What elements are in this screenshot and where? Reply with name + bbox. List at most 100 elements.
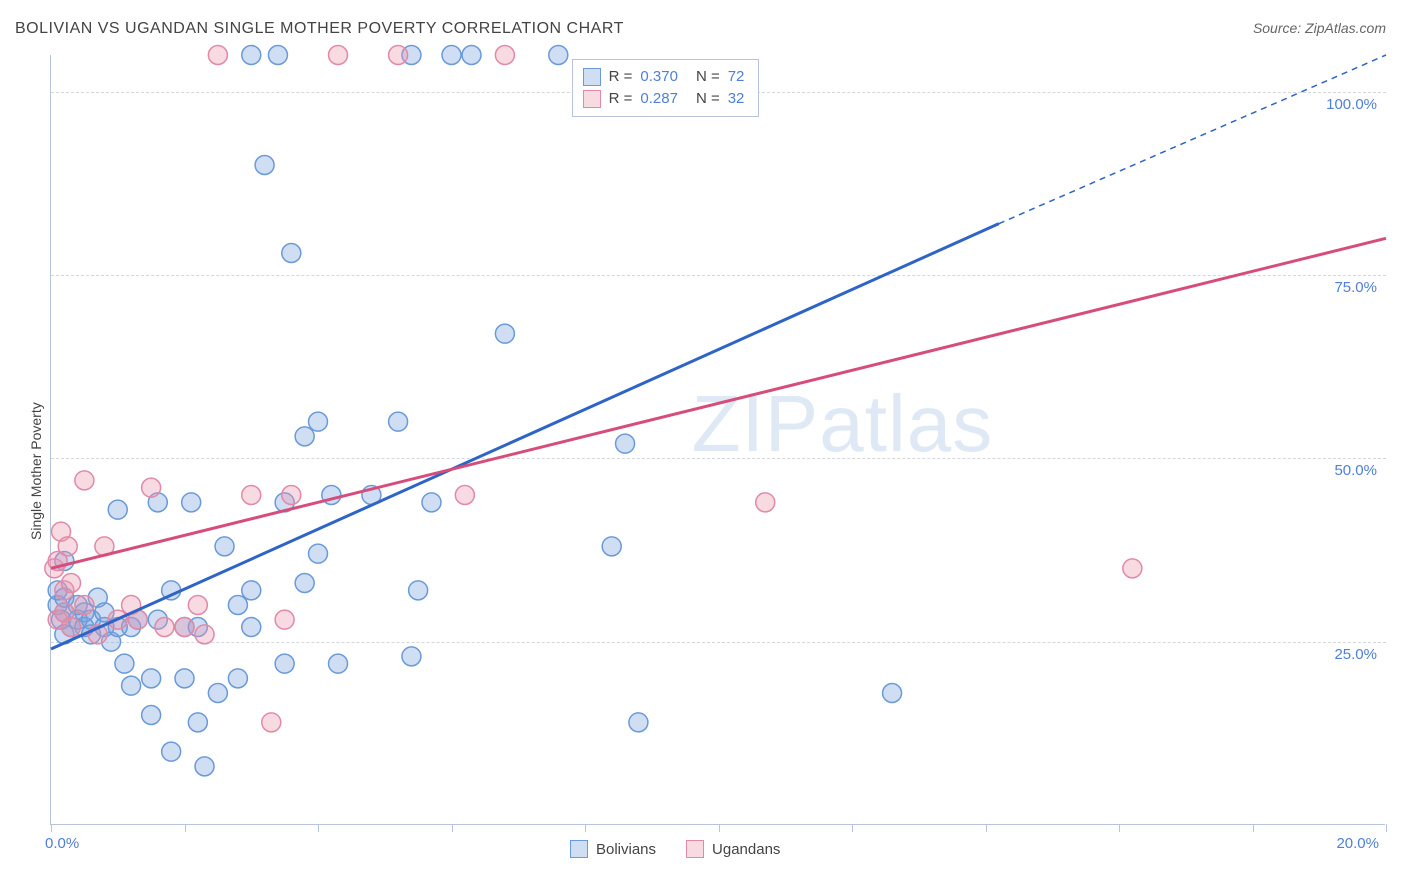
stats-swatch-icon xyxy=(583,90,601,108)
stats-r-label: R = xyxy=(609,66,633,88)
x-tick-mark xyxy=(1386,824,1387,832)
x-tick-mark xyxy=(185,824,186,832)
stats-r-value: 0.370 xyxy=(640,66,678,88)
data-point xyxy=(295,427,314,446)
data-point xyxy=(455,486,474,505)
x-tick-mark xyxy=(51,824,52,832)
data-point xyxy=(208,684,227,703)
data-point xyxy=(188,596,207,615)
legend-label-ugandans: Ugandans xyxy=(712,841,780,858)
data-point xyxy=(155,618,174,637)
data-point xyxy=(142,478,161,497)
x-tick-mark xyxy=(986,824,987,832)
stats-row: R = 0.370 N = 72 xyxy=(583,66,745,88)
data-point xyxy=(255,156,274,175)
stats-swatch-icon xyxy=(583,68,601,86)
data-point xyxy=(629,713,648,732)
data-point xyxy=(1123,559,1142,578)
swatch-bolivians-icon xyxy=(570,840,588,858)
data-point xyxy=(883,684,902,703)
x-tick-mark xyxy=(452,824,453,832)
swatch-ugandans-icon xyxy=(686,840,704,858)
data-point xyxy=(329,46,348,65)
plot-area: 25.0%50.0%75.0%100.0%0.0%20.0%ZIPatlasR … xyxy=(50,55,1385,825)
data-point xyxy=(228,596,247,615)
x-tick-mark xyxy=(1253,824,1254,832)
data-point xyxy=(58,537,77,556)
data-point xyxy=(329,654,348,673)
data-point xyxy=(115,654,134,673)
data-point xyxy=(422,493,441,512)
stats-box: R = 0.370 N = 72 R = 0.287 N = 32 xyxy=(572,59,760,117)
x-tick-label: 0.0% xyxy=(45,835,79,852)
data-point xyxy=(495,46,514,65)
data-point xyxy=(549,46,568,65)
data-point xyxy=(295,574,314,593)
data-point xyxy=(175,669,194,688)
data-point xyxy=(175,618,194,637)
data-point xyxy=(268,46,287,65)
data-point xyxy=(62,618,81,637)
data-point xyxy=(242,486,261,505)
x-tick-label: 20.0% xyxy=(1336,835,1379,852)
data-point xyxy=(275,610,294,629)
trend-line xyxy=(51,238,1386,568)
data-point xyxy=(228,669,247,688)
data-point xyxy=(389,412,408,431)
stats-n-label: N = xyxy=(696,66,720,88)
data-point xyxy=(282,244,301,263)
data-point xyxy=(142,669,161,688)
data-point xyxy=(442,46,461,65)
data-point xyxy=(402,647,421,666)
data-point xyxy=(188,713,207,732)
legend-label-bolivians: Bolivians xyxy=(596,841,656,858)
data-point xyxy=(309,544,328,563)
y-axis-label: Single Mother Poverty xyxy=(28,402,44,540)
x-tick-mark xyxy=(852,824,853,832)
legend-bottom: Bolivians Ugandans xyxy=(570,840,780,858)
data-point xyxy=(122,676,141,695)
trend-line xyxy=(51,224,999,649)
x-tick-mark xyxy=(318,824,319,832)
data-point xyxy=(409,581,428,600)
stats-n-value: 32 xyxy=(728,88,745,110)
stats-r-value: 0.287 xyxy=(640,88,678,110)
stats-row: R = 0.287 N = 32 xyxy=(583,88,745,110)
data-point xyxy=(162,742,181,761)
data-point xyxy=(602,537,621,556)
x-tick-mark xyxy=(719,824,720,832)
data-point xyxy=(208,46,227,65)
x-tick-mark xyxy=(1119,824,1120,832)
data-point xyxy=(282,486,301,505)
data-point xyxy=(495,324,514,343)
data-point xyxy=(182,493,201,512)
stats-n-label: N = xyxy=(696,88,720,110)
data-point xyxy=(242,581,261,600)
data-point xyxy=(309,412,328,431)
chart-title: BOLIVIAN VS UGANDAN SINGLE MOTHER POVERT… xyxy=(15,20,624,38)
chart-svg xyxy=(51,55,1386,825)
trend-line-extrapolated xyxy=(999,55,1386,224)
legend-item-ugandans: Ugandans xyxy=(686,840,780,858)
data-point xyxy=(275,654,294,673)
data-point xyxy=(75,596,94,615)
data-point xyxy=(462,46,481,65)
data-point xyxy=(142,706,161,725)
data-point xyxy=(616,434,635,453)
data-point xyxy=(389,46,408,65)
data-point xyxy=(242,46,261,65)
stats-r-label: R = xyxy=(609,88,633,110)
data-point xyxy=(75,471,94,490)
data-point xyxy=(195,625,214,644)
stats-n-value: 72 xyxy=(728,66,745,88)
data-point xyxy=(242,618,261,637)
legend-item-bolivians: Bolivians xyxy=(570,840,656,858)
data-point xyxy=(756,493,775,512)
data-point xyxy=(215,537,234,556)
x-tick-mark xyxy=(585,824,586,832)
data-point xyxy=(108,500,127,519)
data-point xyxy=(195,757,214,776)
data-point xyxy=(62,574,81,593)
source-attribution: Source: ZipAtlas.com xyxy=(1253,20,1386,36)
data-point xyxy=(262,713,281,732)
